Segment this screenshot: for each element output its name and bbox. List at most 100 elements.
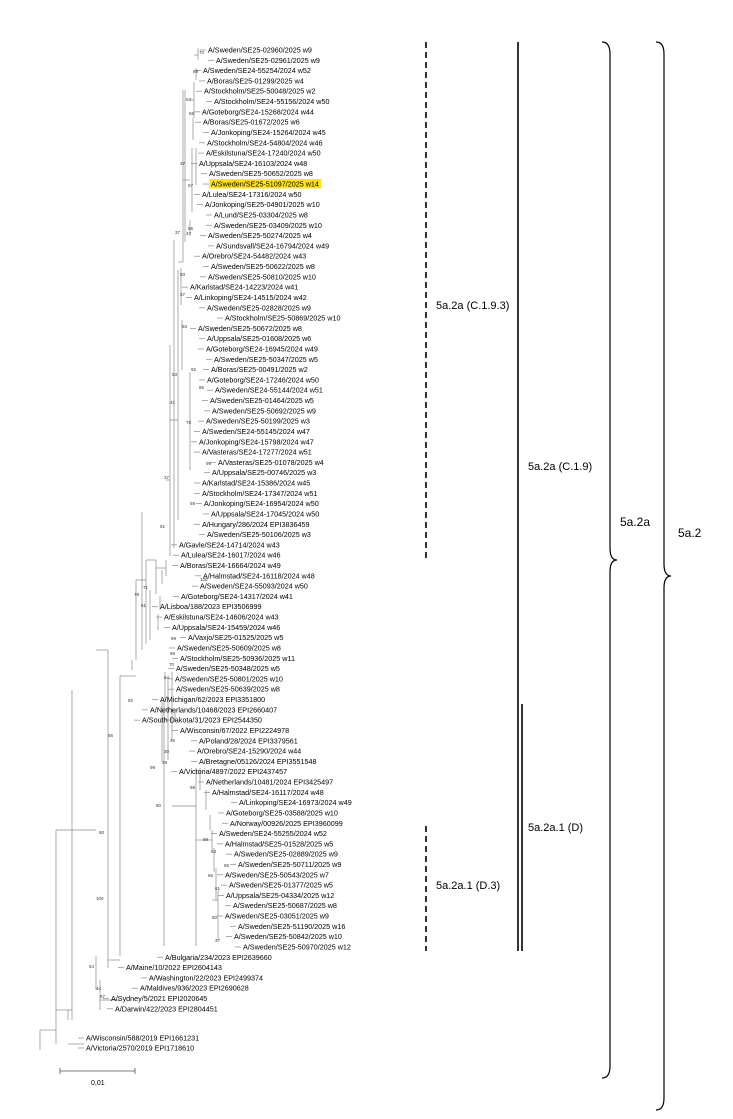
bootstrap-value: 99 [206, 461, 212, 466]
bootstrap-value: 59 [190, 501, 196, 506]
bootstrap-value: 63 [211, 849, 217, 854]
bootstrap-value: 100 [96, 896, 104, 901]
highlight-marker [209, 179, 322, 189]
leaf-label: A/Bretagne/05126/2024 EPI3551548 [199, 757, 317, 766]
bootstrap-value: 67 [188, 183, 194, 188]
leaf-label: A/Sweden/SE25-50639/2025 w8 [176, 685, 280, 694]
bootstrap-value: 92 [191, 367, 197, 372]
bootstrap-value: 70 [169, 662, 175, 667]
bootstrap-value: 50 [99, 830, 105, 835]
leaf-label: A/Uppsala/SE24-17045/2024 w50 [211, 509, 319, 518]
leaf-label: A/Sydney/5/2021 EPI2020645 [111, 994, 207, 1003]
bootstrap-value: 82 [128, 698, 134, 703]
bootstrap-value: 63 [182, 324, 188, 329]
leaf-label: A/Sweden/SE25-50842/2025 w10 [234, 932, 342, 941]
leaf-label: A/Maine/10/2022 EPI2604143 [126, 963, 222, 972]
bootstrap-value: 41 [170, 400, 176, 405]
clade-label: 5a.2a [620, 515, 650, 529]
bootstrap-value: 93 [180, 272, 186, 277]
leaf-label: A/Sweden/SE25-01464/2025 w5 [210, 396, 314, 405]
bootstrap-value: 37 [175, 230, 181, 235]
leaf-label: A/Lulea/SE24-17316/2024 w50 [202, 190, 302, 199]
leaf-label: A/Boras/SE25-01299/2025 w4 [207, 76, 304, 85]
leaf-label: A/Sweden/SE25-50106/2025 w3 [207, 530, 311, 539]
leaf-label: A/Lulea/SE24-16017/2024 w46 [181, 551, 281, 560]
bootstrap-value: 99 [150, 765, 156, 770]
leaf-label: A/Netherlands/10468/2023 EPI2660407 [150, 705, 277, 714]
bootstrap-value: 66 [188, 226, 194, 231]
leaf-label: A/Lisboa/188/2023 EPI3506999 [160, 602, 262, 611]
leaf-label: A/Sweden/SE24-55093/2024 w50 [200, 582, 308, 591]
leaf-label: A/Norway/00926/2025 EPI3960099 [230, 819, 343, 828]
leaf-label: A/Stockholm/SE25-50048/2025 w2 [204, 87, 315, 96]
bootstrap-value: 50 [212, 915, 218, 920]
leaf-label: A/Sweden/SE25-03409/2025 w10 [214, 221, 322, 230]
leaf-label: A/Sweden/SE25-50609/2025 w8 [177, 643, 281, 652]
leaf-label: A/Sweden/SE25-50199/2025 w3 [206, 417, 310, 426]
bootstrap-value: 66 [208, 873, 214, 878]
leaf-label: A/Eskilstuna/SE24-17240/2024 w50 [206, 149, 321, 158]
leaf-label: A/Stockholm/SE25-50936/2025 w11 [180, 654, 295, 663]
leaf-label: A/Uppsala/SE25-01608/2025 w6 [207, 334, 311, 343]
leaf-label: A/Sweden/SE25-51097/2025 w14 [211, 180, 319, 189]
leaf-label: A/Sweden/SE25-50622/2025 w8 [211, 262, 315, 271]
leaf-label: A/Halmstad/SE24-16118/2024 w48 [203, 571, 315, 580]
leaf-label: A/Halmstad/SE24-16117/2024 w48 [212, 788, 324, 797]
leaf-label: A/Linkoping/SE24-14515/2024 w42 [194, 293, 307, 302]
bootstrap-value: 86 [224, 863, 230, 868]
leaf-label: A/Washington/22/2023 EPI2499374 [149, 973, 263, 982]
leaf-label: A/Sweden/SE25-02889/2025 w9 [234, 850, 338, 859]
leaf-label: A/Lund/SE25-03304/2025 w8 [214, 210, 308, 219]
bootstrap-values: 7089635537673766479337635392864176993759… [89, 50, 230, 999]
bootstrap-value: 79 [134, 592, 140, 597]
leaf-label: A/Eskilstuna/SE24-14606/2024 w43 [164, 613, 279, 622]
bootstrap-value: 55 [189, 111, 195, 116]
leaf-label: A/Linkoping/SE24-16973/2024 w49 [239, 798, 352, 807]
leaf-label: A/Boras/SE24-16664/2024 w49 [180, 561, 281, 570]
clade-label: 5a.2a.1 (D.3) [436, 880, 500, 892]
bootstrap-value: 67 [100, 994, 106, 999]
leaf-label: A/Goteborg/SE25-03588/2025 w10 [226, 808, 338, 817]
clade-label: 5a.2a (C.1.9) [528, 461, 592, 473]
bootstrap-value: 61 [215, 886, 221, 891]
bootstrap-value: 100 [200, 577, 208, 582]
bootstrap-value: 64 [164, 675, 170, 680]
bootstrap-value: 63 [186, 97, 192, 102]
bootstrap-value: 47 [186, 231, 192, 236]
leaf-label: A/Sweden/SE25-50711/2025 w9 [238, 860, 341, 869]
leaf-label: A/Victoria/2570/2019 EPI1718610 [86, 1044, 194, 1053]
leaf-labels: A/Sweden/SE25-02960/2025 w9A/Sweden/SE25… [86, 46, 352, 1053]
scale-bar: 0,01 [59, 1068, 136, 1087]
leaf-label: A/Goteborg/SE24-15268/2024 w44 [202, 107, 314, 116]
leaf-label: A/Sweden/SE25-50687/2025 w8 [233, 901, 337, 910]
leaf-label: A/Sweden/SE25-50810/2025 w10 [208, 272, 316, 281]
leaf-label: A/Goteborg/SE24-17246/2024 w50 [207, 375, 319, 384]
leaf-label: A/Sweden/SE24-55254/2024 w52 [203, 66, 311, 75]
bootstrap-value: 44 [96, 986, 102, 991]
leaf-label: A/Wisconsin/67/2022 EPI2224978 [180, 726, 289, 735]
leaf-label: A/Goteborg/SE24-14317/2024 w41 [181, 592, 293, 601]
leaf-label: A/Sweden/SE25-50347/2025 w5 [214, 355, 318, 364]
leaf-label: A/Michigan/62/2023 EPI3351800 [160, 695, 265, 704]
bootstrap-value: 37 [180, 292, 186, 297]
leaf-label: A/Orebro/SE24-54482/2024 w43 [202, 252, 306, 261]
bootstrap-value: 89 [193, 69, 199, 74]
leaf-label: A/Sweden/SE24-55144/2024 w51 [215, 386, 323, 395]
bootstrap-value: 76 [186, 420, 192, 425]
leaf-label: A/Sweden/SE25-50692/2025 w9 [212, 406, 316, 415]
leaf-label: A/Sweden/SE25-50274/2025 w4 [208, 231, 312, 240]
bootstrap-value: 91 [160, 524, 166, 529]
bootstrap-value: 70 [199, 50, 205, 55]
leaf-label: A/Sweden/SE24-55145/2024 w47 [202, 427, 310, 436]
leaf-label: A/Sweden/SE25-50970/2025 w12 [243, 942, 351, 951]
tree-branches [39, 48, 241, 1050]
leaf-label: A/Sweden/SE25-50348/2025 w5 [176, 664, 280, 673]
leaf-label: A/Vasteras/SE24-17277/2024 w51 [202, 448, 312, 457]
leaf-label: A/Jonkoping/SE24-15798/2024 w47 [199, 437, 314, 446]
leaf-label: A/Sweden/SE25-02961/2025 w9 [216, 56, 320, 65]
bootstrap-value: 71 [143, 585, 149, 590]
leaf-label: A/Gavle/SE24-14714/2024 w43 [179, 540, 280, 549]
bootstrap-value: 56 [108, 733, 114, 738]
clade-brace [655, 41, 672, 1111]
